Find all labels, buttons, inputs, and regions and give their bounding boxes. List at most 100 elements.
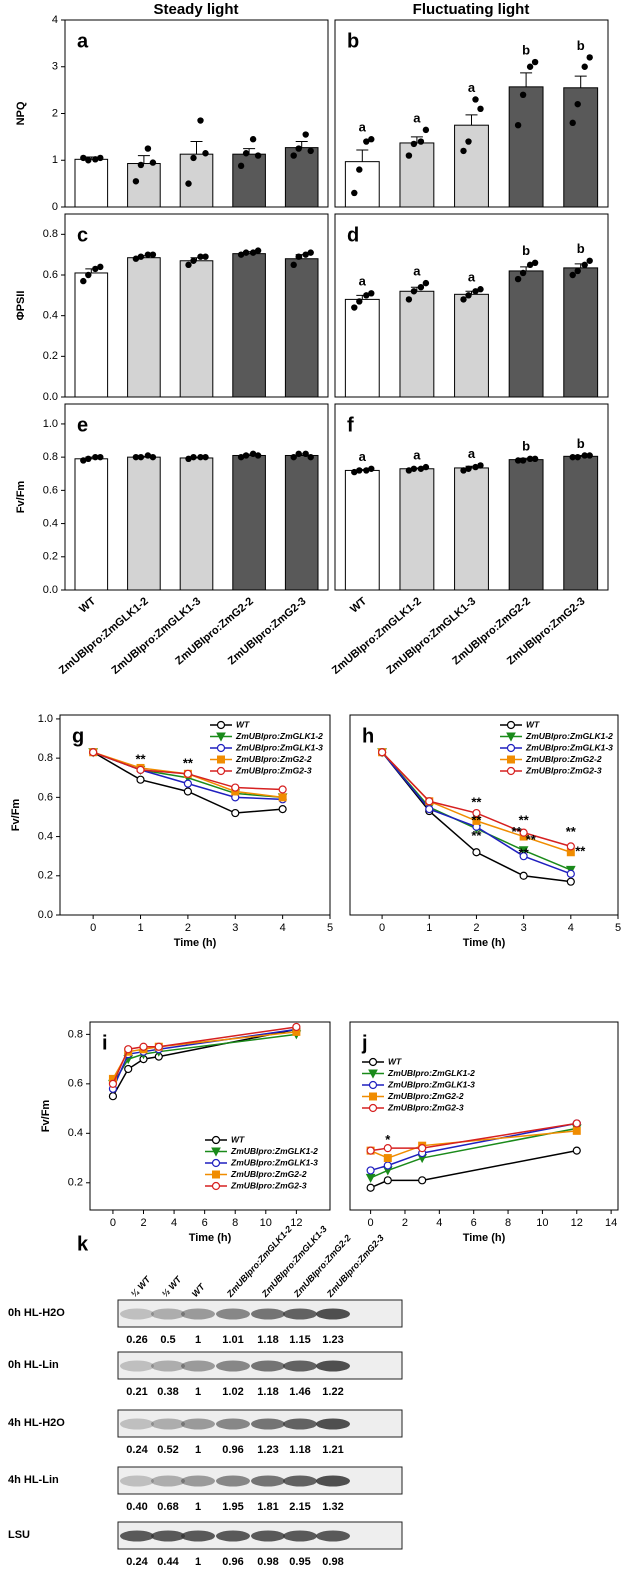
y-tick-label: 0.8	[68, 1028, 83, 1040]
legend-label: ZmUBIpro:ZmGLK1-3	[230, 1157, 318, 1167]
bar	[454, 124, 489, 208]
significance-letter: b	[577, 38, 585, 53]
data-point	[405, 296, 413, 303]
band-value: 2.15	[289, 1501, 310, 1513]
blot-band	[151, 1418, 185, 1430]
x-tick-label: 0	[90, 922, 96, 934]
band-value: 1.18	[257, 1334, 278, 1346]
data-point	[307, 453, 314, 461]
annotation: **	[566, 824, 577, 839]
series-marker	[278, 805, 287, 814]
data-point	[519, 457, 527, 464]
legend-marker	[211, 1147, 221, 1157]
blot-band	[120, 1530, 154, 1542]
y-axis-label: Fv/Fm	[10, 799, 22, 832]
legend-marker	[211, 1181, 221, 1191]
band-value: 1.18	[289, 1444, 310, 1456]
band-value: 0.68	[157, 1501, 178, 1513]
annotation: **	[471, 812, 482, 827]
band-value: 1.81	[257, 1501, 278, 1513]
data-point	[242, 249, 250, 256]
band-value: 1.21	[322, 1444, 343, 1456]
significance-letter: b	[522, 439, 530, 454]
panel-letter: c	[77, 224, 88, 246]
panel-letter: h	[362, 725, 374, 747]
data-point	[472, 463, 479, 471]
significance-letter: a	[413, 110, 421, 125]
series-marker	[425, 805, 434, 814]
lane-label: ZmUBIpro:ZmGLK1-2	[224, 1224, 294, 1300]
band-value: 0.21	[126, 1386, 147, 1398]
data-point	[526, 455, 534, 463]
legend-label: ZmUBIpro:ZmG2-2	[235, 754, 312, 764]
data-point	[254, 247, 262, 254]
plot-frame	[89, 1021, 331, 1211]
blot-band	[120, 1475, 154, 1487]
x-tick-label: 12	[571, 1217, 583, 1229]
panel-letter: j	[361, 1032, 368, 1054]
bar	[454, 293, 489, 398]
data-point	[422, 463, 430, 471]
x-tick-label: WT	[348, 595, 369, 615]
blot-band	[216, 1308, 250, 1320]
data-point	[197, 453, 204, 461]
data-point	[132, 453, 140, 461]
x-tick-label: WT	[77, 595, 98, 615]
band-value: 0.95	[289, 1556, 310, 1568]
data-point	[472, 96, 479, 103]
data-point	[465, 465, 472, 472]
data-point	[356, 166, 363, 173]
band-value: 1	[195, 1444, 201, 1456]
band-value: 0.40	[126, 1501, 147, 1513]
row-label: 0h HL-Lin	[8, 1359, 59, 1371]
data-point	[465, 292, 472, 299]
band-value: 0.24	[126, 1556, 148, 1568]
series-marker	[383, 1144, 392, 1153]
legend-label: WT	[388, 1056, 402, 1066]
x-axis-label: Time (h)	[463, 1232, 506, 1244]
data-point	[149, 159, 157, 166]
bar	[74, 272, 109, 398]
data-point	[514, 457, 522, 464]
x-tick-label: 4	[171, 1217, 177, 1229]
data-point	[149, 453, 157, 461]
data-point	[410, 288, 418, 295]
series-marker	[519, 871, 528, 880]
blot-band	[181, 1360, 215, 1372]
data-point	[307, 249, 314, 256]
panel-letter: i	[102, 1032, 108, 1054]
data-point	[574, 267, 581, 275]
blot-band	[316, 1418, 350, 1430]
band-value: 1	[195, 1501, 201, 1513]
plot-frame	[349, 1021, 619, 1211]
bar	[179, 153, 214, 208]
legend-marker	[506, 732, 516, 742]
band-value: 0.52	[157, 1444, 178, 1456]
error-bar	[410, 136, 423, 143]
y-tick-label: 1	[52, 154, 58, 166]
blot-band	[283, 1418, 317, 1430]
significance-letter: a	[413, 448, 421, 463]
data-point	[242, 452, 250, 459]
legend-marker	[216, 766, 226, 776]
y-tick-label: 0	[52, 201, 58, 213]
series-marker	[472, 848, 481, 857]
bar	[284, 454, 319, 591]
data-point	[514, 275, 522, 283]
series-marker	[365, 1173, 376, 1183]
x-tick-label: 8	[232, 1217, 238, 1229]
data-point	[526, 261, 534, 269]
series-marker	[418, 1144, 427, 1153]
error-bar	[520, 72, 533, 87]
bar	[563, 455, 599, 591]
series-marker	[519, 828, 528, 837]
legend-marker	[216, 732, 226, 742]
y-tick-label: 4	[52, 14, 58, 26]
band-value: 0.96	[222, 1444, 243, 1456]
data-point	[80, 457, 87, 464]
data-point	[526, 63, 534, 70]
error-bar	[190, 141, 203, 155]
y-tick-label: 0.4	[68, 1127, 83, 1139]
series-marker	[566, 877, 575, 886]
data-point	[202, 453, 209, 461]
